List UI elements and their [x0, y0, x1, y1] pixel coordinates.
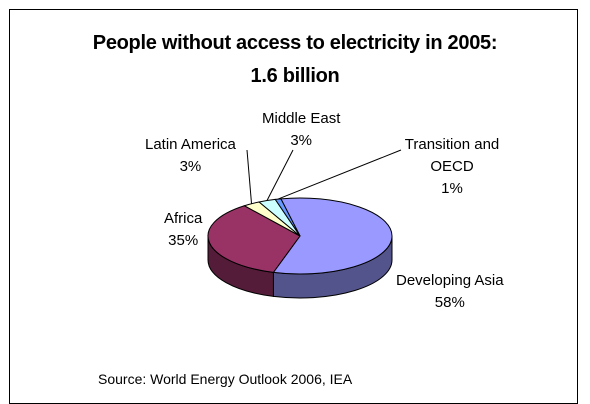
label-africa: Africa 35% — [164, 208, 202, 252]
label-transition-oecd-name: Transition and OECD — [404, 136, 500, 175]
label-transition-oecd: Transition and OECD 1% — [402, 134, 502, 200]
label-developing-asia: Developing Asia 58% — [396, 270, 504, 314]
leader-line-2 — [246, 149, 253, 204]
label-latin-america-value: 3% — [179, 158, 202, 175]
label-middle-east: Middle East 3% — [262, 108, 340, 152]
chart-title: People without access to electricity in … — [92, 32, 498, 54]
pie-slice-1 — [207, 205, 301, 273]
label-developing-asia-value: 58% — [434, 294, 465, 311]
chart-subtitle: 1.6 billion — [250, 65, 340, 87]
source-note: Source: World Energy Outlook 2006, IEA — [98, 371, 353, 387]
label-latin-america-name: Latin America — [145, 136, 236, 153]
label-developing-asia-name: Developing Asia — [396, 272, 504, 289]
label-africa-value: 35% — [168, 232, 199, 249]
pie-slice-0 — [272, 197, 393, 275]
label-middle-east-name: Middle East — [262, 110, 341, 127]
pie-slice-4 — [274, 198, 301, 237]
label-africa-name: Africa — [164, 210, 203, 227]
label-latin-america: Latin America 3% — [145, 134, 236, 178]
label-middle-east-value: 3% — [290, 132, 313, 149]
leader-line-4 — [277, 149, 402, 200]
leader-line-3 — [266, 149, 294, 201]
label-transition-oecd-value: 1% — [441, 180, 463, 197]
